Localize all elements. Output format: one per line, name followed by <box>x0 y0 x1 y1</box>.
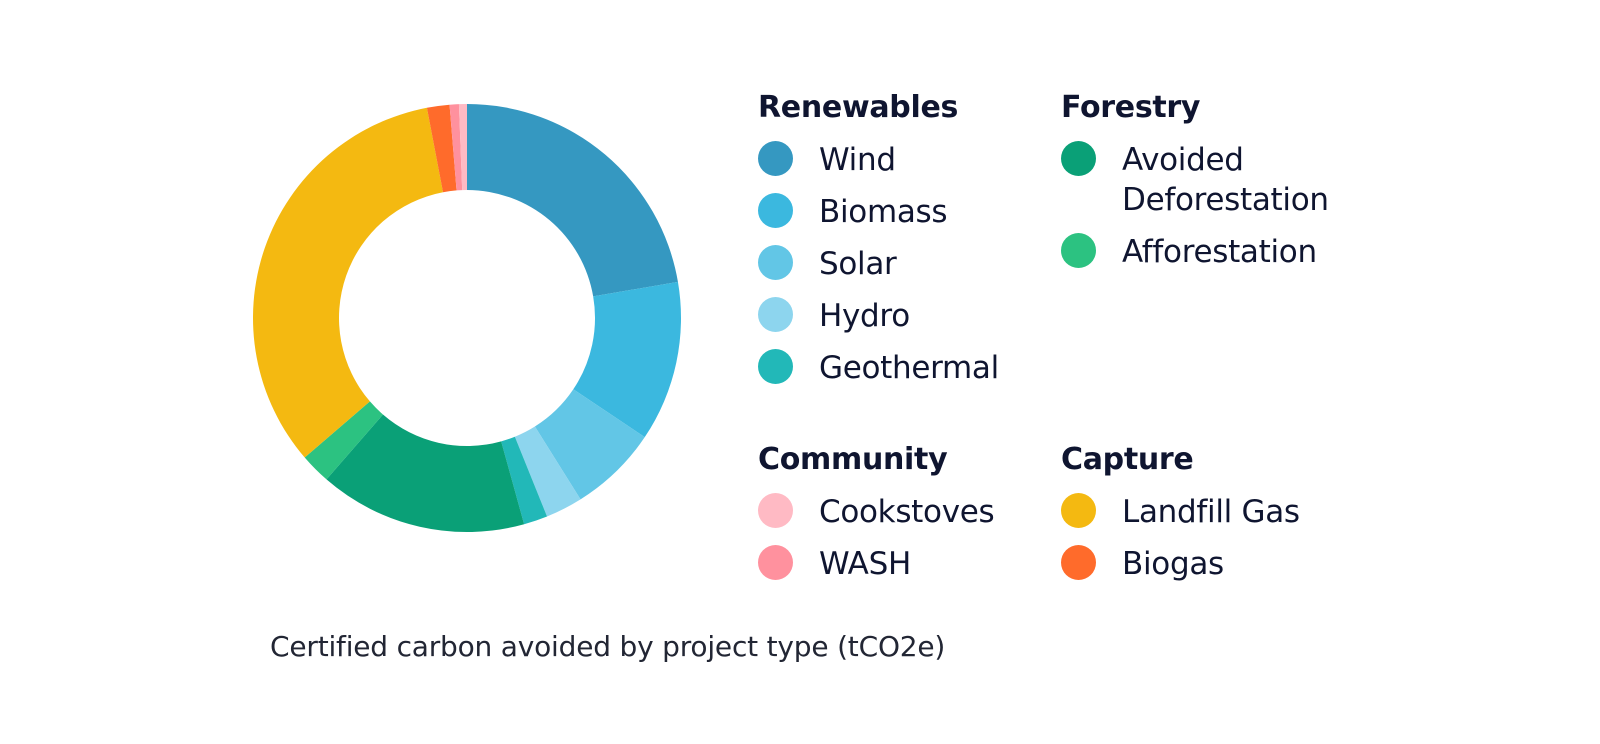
legend-item: Hydro <box>758 296 1048 336</box>
slice-afforestation <box>304 401 383 480</box>
legend-item: Geothermal <box>758 348 1048 388</box>
legend-swatch-icon <box>758 349 793 384</box>
legend-swatch-icon <box>758 141 793 176</box>
legend-label: Biogas <box>1122 546 1224 582</box>
legend-group-title: Community <box>758 442 948 477</box>
legend-swatch-icon <box>1061 233 1096 268</box>
legend-item: Biogas <box>1061 544 1361 584</box>
legend-label: WASH <box>819 546 911 582</box>
legend-label: Avoided Deforestation <box>1122 142 1329 218</box>
legend-label: Geothermal <box>819 350 999 386</box>
legend-group-capture: Capture Landfill Gas Biogas <box>1061 442 1361 596</box>
slice-hydro <box>514 426 581 517</box>
legend-label: Solar <box>819 246 897 282</box>
legend-label: Hydro <box>819 298 910 334</box>
slice-landfill-gas <box>253 107 444 458</box>
legend-group-title: Capture <box>1061 442 1194 477</box>
legend-swatch-icon <box>758 297 793 332</box>
chart-title: Certified carbon avoided by project type… <box>270 630 946 663</box>
legend-swatch-icon <box>758 245 793 280</box>
legend-group-renewables: Renewables Wind Biomass Solar Hydro Geotherma… <box>758 90 1048 400</box>
legend-swatch-icon <box>758 193 793 228</box>
legend-label: Cookstoves <box>819 494 995 530</box>
legend-label: Afforestation <box>1122 234 1317 270</box>
legend-item: WASH <box>758 544 1048 584</box>
legend-group-title: Renewables <box>758 90 959 125</box>
slice-biogas <box>426 104 457 193</box>
legend-group-forestry: Forestry Avoided Deforestation Afforestati… <box>1061 90 1361 284</box>
legend-swatch-icon <box>758 493 793 528</box>
slice-biomass <box>573 281 681 438</box>
slice-wash <box>449 104 463 191</box>
legend-group-title: Forestry <box>1061 90 1201 125</box>
legend-item: Avoided Deforestation <box>1061 140 1361 220</box>
slice-geothermal <box>501 436 548 525</box>
legend-item: Solar <box>758 244 1048 284</box>
legend-swatch-icon <box>1061 545 1096 580</box>
legend-item: Landfill Gas <box>1061 492 1361 532</box>
slice-wind <box>467 104 678 297</box>
legend-swatch-icon <box>1061 493 1096 528</box>
legend-item: Cookstoves <box>758 492 1048 532</box>
legend-group-community: Community Cookstoves WASH <box>758 442 1048 596</box>
slice-cookstoves <box>458 104 467 191</box>
legend-swatch-icon <box>1061 141 1096 176</box>
slice-avoided-deforestation <box>326 414 525 532</box>
legend-label: Biomass <box>819 194 948 230</box>
legend-swatch-icon <box>758 545 793 580</box>
legend-item: Wind <box>758 140 1048 180</box>
legend-label: Wind <box>819 142 896 178</box>
legend-item: Biomass <box>758 192 1048 232</box>
legend-label: Landfill Gas <box>1122 494 1300 530</box>
legend-item: Afforestation <box>1061 232 1361 272</box>
slice-solar <box>534 389 645 500</box>
donut-chart <box>253 104 681 532</box>
